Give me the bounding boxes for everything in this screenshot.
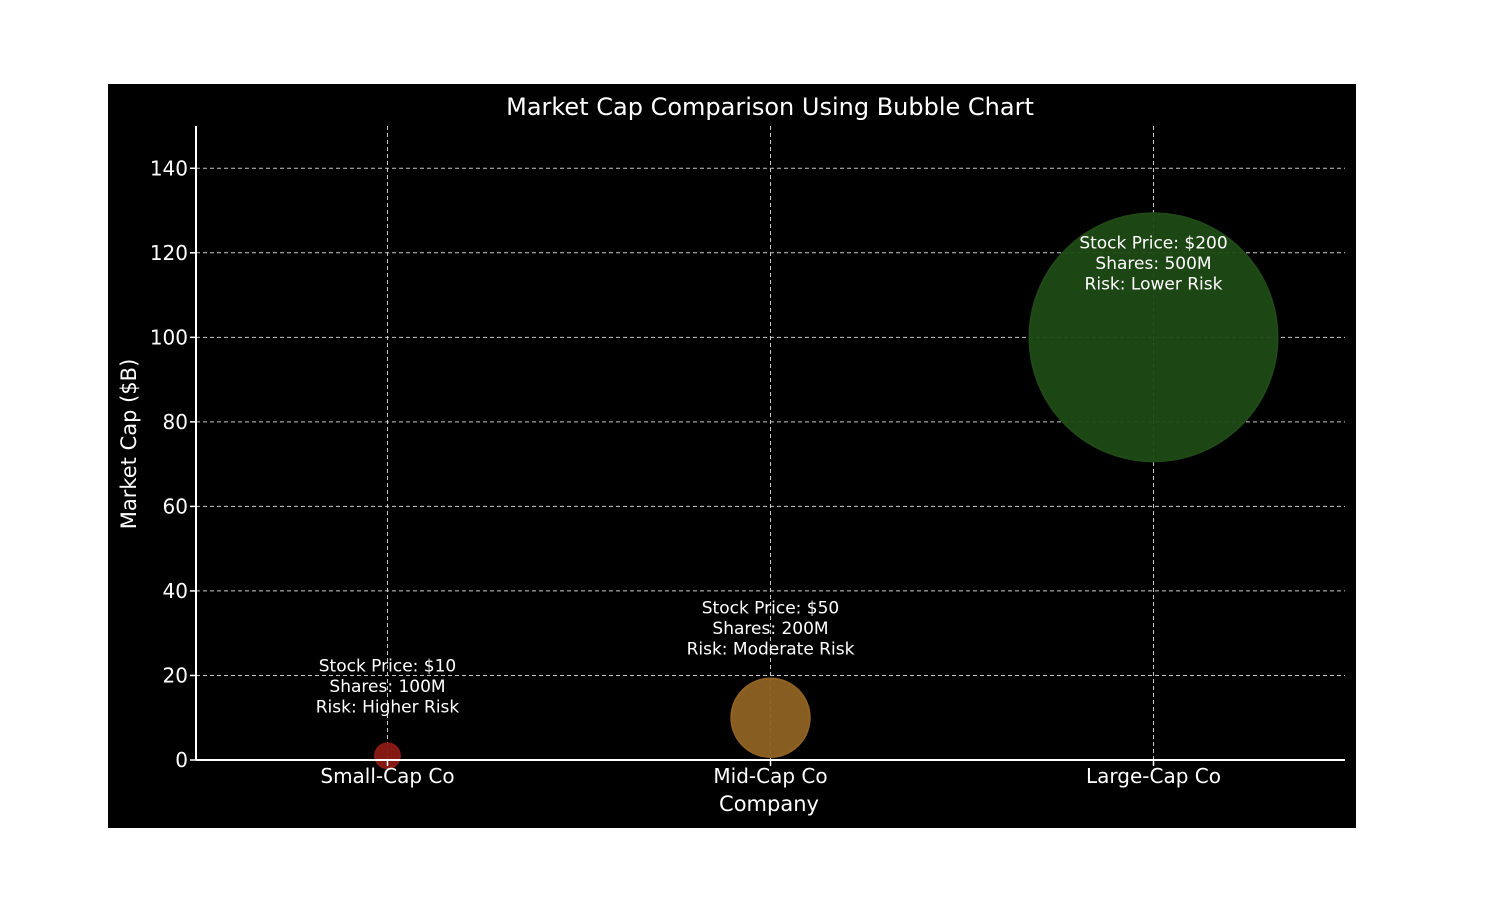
bubble-annotation-line: Stock Price: $10 xyxy=(319,656,457,676)
y-tick-label: 140 xyxy=(150,156,188,180)
bubble-annotation-line: Risk: Lower Risk xyxy=(1085,275,1223,295)
bubble-small-cap-co xyxy=(374,742,401,770)
chart-figure: Market Cap Comparison Using Bubble Chart… xyxy=(108,84,1356,828)
grid-layer xyxy=(196,126,1345,760)
bubble-layer xyxy=(374,212,1279,770)
y-tick-label: 60 xyxy=(163,494,188,518)
bubble-annotation-line: Shares: 100M xyxy=(329,677,445,697)
y-tick-label: 0 xyxy=(175,748,188,772)
bubble-mid-cap-co xyxy=(730,677,811,758)
bubble-annotation-line: Stock Price: $50 xyxy=(702,598,840,618)
y-tick-label: 80 xyxy=(163,410,188,434)
bubble-annotation-line: Shares: 200M xyxy=(712,619,828,639)
bubble-annotation-line: Shares: 500M xyxy=(1095,254,1211,274)
y-tick-label: 100 xyxy=(150,325,188,349)
bubble-annotation-line: Risk: Higher Risk xyxy=(316,697,460,717)
x-tick-label: Large-Cap Co xyxy=(1086,764,1221,788)
axis-layer xyxy=(190,126,1345,766)
y-tick-label: 40 xyxy=(163,579,188,603)
x-tick-label: Mid-Cap Co xyxy=(713,764,827,788)
y-tick-label: 120 xyxy=(150,241,188,265)
bubble-chart: Market Cap Comparison Using Bubble Chart… xyxy=(117,93,1345,816)
y-axis-label: Market Cap ($B) xyxy=(117,359,141,530)
bubble-annotation-line: Risk: Moderate Risk xyxy=(687,639,855,659)
chart-title: Market Cap Comparison Using Bubble Chart xyxy=(506,93,1034,121)
bubble-annotation-line: Stock Price: $200 xyxy=(1079,234,1227,254)
x-tick-label: Small-Cap Co xyxy=(320,764,454,788)
bubble-large-cap-co xyxy=(1028,212,1279,463)
y-tick-label: 20 xyxy=(163,663,188,687)
x-axis-label: Company xyxy=(719,792,819,816)
text-layer: Market Cap Comparison Using Bubble Chart… xyxy=(117,93,1228,816)
